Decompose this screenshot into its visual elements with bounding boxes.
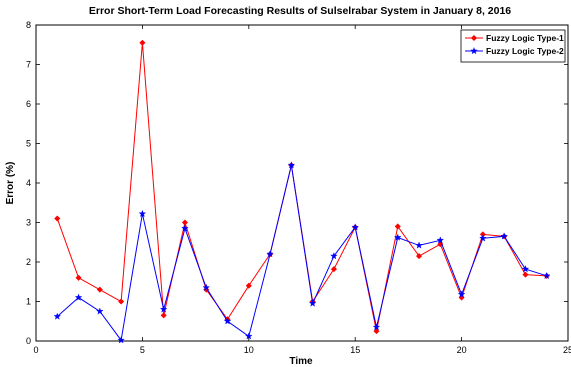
data-point [139, 39, 146, 46]
data-point [202, 283, 211, 291]
data-point [521, 265, 530, 273]
axis-ticks: 0 5 10 15 20 25 0 1 2 3 4 5 6 7 8 [26, 20, 571, 355]
data-point [54, 215, 61, 222]
data-point [457, 290, 466, 298]
data-point [500, 232, 508, 240]
x-tick-label: 25 [563, 345, 571, 355]
legend-label: Fuzzy Logic Type-2 [486, 46, 564, 56]
data-point [351, 223, 359, 231]
y-tick-label: 3 [26, 218, 31, 228]
legend-items: Fuzzy Logic Type-1 Fuzzy Logic Type-2 [465, 33, 564, 56]
data-point [266, 250, 274, 258]
data-point [308, 299, 317, 307]
data-point [53, 312, 62, 320]
data-point [542, 271, 551, 280]
y-tick-label: 1 [26, 297, 31, 307]
legend: Fuzzy Logic Type-1 Fuzzy Logic Type-2 [460, 29, 566, 63]
data-point [372, 323, 381, 331]
data-point [75, 274, 82, 281]
x-tick-label: 10 [244, 345, 254, 355]
series-lines [53, 39, 551, 344]
data-point [96, 307, 104, 315]
legend-marker [470, 34, 478, 42]
x-tick-label: 20 [457, 345, 467, 355]
y-tick-label: 0 [26, 336, 31, 346]
data-point [479, 234, 487, 242]
plot-area [35, 24, 569, 342]
series-line [56, 165, 547, 342]
y-tick-label: 7 [26, 60, 31, 70]
data-point [330, 266, 337, 273]
y-tick-label: 2 [26, 257, 31, 267]
legend-label: Fuzzy Logic Type-1 [486, 33, 564, 43]
data-point [138, 209, 147, 218]
data-point [393, 233, 402, 241]
data-point [416, 253, 423, 260]
data-point [118, 298, 125, 305]
y-axis-label: Error (%) [5, 162, 16, 205]
y-tick-label: 4 [26, 178, 31, 188]
chart-title: Error Short-Term Load Forecasting Result… [89, 5, 511, 17]
data-point [415, 241, 423, 249]
data-point [245, 282, 252, 289]
data-point [330, 252, 338, 260]
data-point [203, 286, 210, 293]
x-tick-label: 15 [350, 345, 360, 355]
series-2 [53, 161, 551, 344]
x-axis-label: Time [289, 356, 313, 367]
data-point [159, 305, 168, 313]
data-point [245, 332, 253, 340]
data-point [223, 317, 232, 325]
data-point [117, 336, 125, 344]
data-point [74, 293, 83, 301]
y-tick-label: 8 [26, 20, 31, 30]
data-point [96, 286, 103, 293]
legend-marker [470, 47, 478, 55]
data-point [287, 161, 296, 169]
data-point [181, 224, 189, 232]
x-tick-label: 0 [33, 345, 38, 355]
data-point [394, 223, 401, 230]
data-point [373, 328, 380, 335]
data-point [522, 271, 529, 278]
x-tick-label: 5 [140, 345, 145, 355]
legend-box [460, 29, 566, 63]
data-point [436, 236, 445, 244]
y-tick-label: 6 [26, 99, 31, 109]
data-point [160, 312, 167, 319]
y-tick-label: 5 [26, 139, 31, 149]
